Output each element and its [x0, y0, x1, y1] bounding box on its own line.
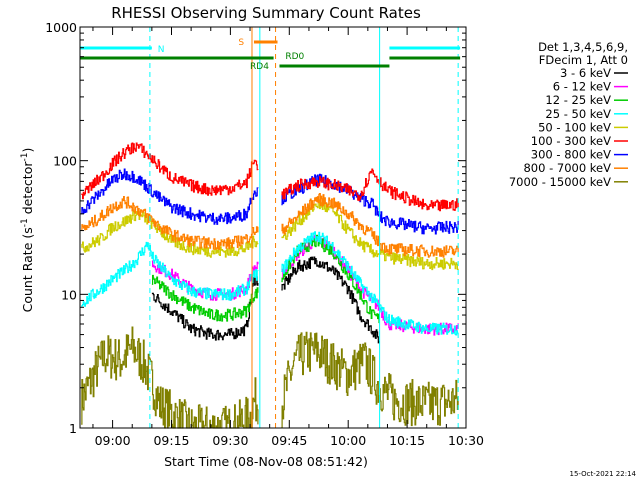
plot-frame [79, 26, 467, 429]
x-tick-label: 10:00 [330, 433, 366, 448]
legend-label: 300 - 800 keV [531, 148, 611, 162]
legend-label: 7000 - 15000 keV [509, 175, 611, 189]
x-tick-label: 10:15 [389, 433, 425, 448]
x-tick-label: 09:45 [271, 433, 307, 448]
y-axis-label: Count Rate (s-1 detector-1) [20, 148, 35, 313]
y-tick-label: 1 [69, 421, 77, 436]
legend-label: 12 - 25 keV [545, 93, 611, 107]
y-tick-label: 10 [61, 287, 77, 302]
flag-label-rd4: RD4 [250, 62, 269, 72]
chart-title: RHESSI Observing Summary Count Rates [111, 4, 421, 22]
series-line-12-25-kev [151, 234, 380, 324]
y-tick-label: 1000 [45, 20, 77, 35]
x-axis-label: Start Time (08-Nov-08 08:51:42) [164, 454, 368, 469]
legend-label: 6 - 12 keV [553, 80, 611, 94]
flag-label-rd0: RD0 [285, 52, 304, 62]
series-line-800-7000-kev [81, 193, 459, 258]
legend-header-line: Det 1,3,4,5,6,9, [538, 40, 628, 54]
timestamp: 15-Oct-2021 22:14 [570, 470, 637, 478]
x-tick-label: 09:30 [212, 433, 248, 448]
x-tick-label: 09:15 [153, 433, 189, 448]
legend-label: 800 - 7000 keV [523, 161, 611, 175]
flag-label-s: S [238, 38, 244, 48]
series-line-3-6-kev [151, 256, 380, 344]
legend-label: 50 - 100 keV [538, 120, 611, 134]
x-tick-label: 09:00 [95, 433, 131, 448]
legend-label: 100 - 300 keV [531, 134, 611, 148]
x-tick-label: 10:30 [448, 433, 484, 448]
series-line-25-50-kev [81, 231, 459, 336]
series-line-100-300-kev [81, 142, 459, 212]
legend-header-line: FDecim 1, Att 0 [539, 53, 628, 67]
legend-label: 3 - 6 keV [560, 66, 611, 80]
y-tick-label: 100 [53, 154, 77, 169]
flag-label-n: N [158, 45, 165, 55]
legend-label: 25 - 50 keV [545, 107, 611, 121]
